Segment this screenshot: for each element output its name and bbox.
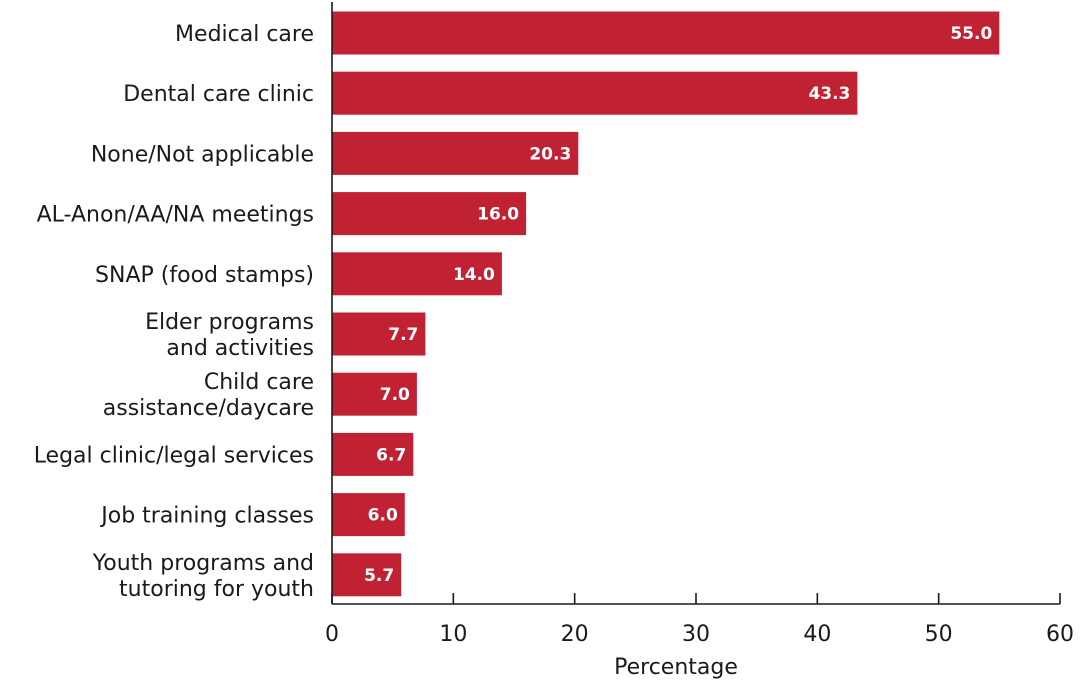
category-label-line: AL-Anon/AA/NA meetings bbox=[37, 203, 314, 228]
category-label-1: Dental care clinic bbox=[123, 82, 314, 107]
x-tick-label-5: 50 bbox=[925, 622, 953, 647]
category-label-line: Medical care bbox=[175, 22, 314, 47]
data-label-6: 7.0 bbox=[380, 385, 410, 405]
category-labels: Medical care Dental care clinic None/Not a… bbox=[34, 22, 314, 602]
data-label-2: 20.3 bbox=[529, 144, 571, 164]
category-label-line: and activities bbox=[166, 336, 314, 361]
category-label-line: Elder programs bbox=[145, 310, 314, 335]
category-label-line: Dental care clinic bbox=[123, 82, 314, 107]
bar-6 bbox=[332, 372, 417, 416]
data-label-4: 14.0 bbox=[453, 265, 495, 285]
data-label-5: 7.7 bbox=[388, 325, 418, 345]
x-tick-label-6: 60 bbox=[1046, 622, 1074, 647]
bar-1 bbox=[332, 71, 858, 115]
category-label-6: Child care assistance/daycare bbox=[103, 370, 314, 421]
category-label-3: AL-Anon/AA/NA meetings bbox=[37, 203, 314, 228]
category-label-line: None/Not applicable bbox=[91, 142, 314, 167]
data-label-7: 6.7 bbox=[376, 445, 406, 465]
category-label-4: SNAP (food stamps) bbox=[95, 263, 314, 288]
x-tick-label-3: 30 bbox=[682, 622, 710, 647]
x-axis-title: Percentage bbox=[614, 655, 738, 680]
category-label-7: Legal clinic/legal services bbox=[34, 443, 314, 468]
category-label-0: Medical care bbox=[175, 22, 314, 47]
category-label-line: Job training classes bbox=[99, 504, 314, 529]
category-label-line: Youth programs and bbox=[92, 551, 314, 576]
category-label-9: Youth programs and tutoring for youth bbox=[92, 551, 314, 602]
bars-layer: 55.0 43.3 20.3 16.0 14.0 7.7 7.0 6.7 6.0 5.7 bbox=[332, 11, 1000, 597]
bar-8 bbox=[332, 493, 405, 537]
bar-4 bbox=[332, 252, 502, 296]
category-label-line: tutoring for youth bbox=[119, 577, 314, 602]
category-label-line: Child care bbox=[204, 370, 314, 395]
bar-0 bbox=[332, 11, 1000, 55]
category-label-8: Job training classes bbox=[99, 504, 314, 529]
category-label-2: None/Not applicable bbox=[91, 142, 314, 167]
x-tick-label-4: 40 bbox=[803, 622, 831, 647]
data-label-8: 6.0 bbox=[368, 506, 398, 526]
x-tick-label-0: 0 bbox=[325, 622, 339, 647]
bar-5 bbox=[332, 312, 426, 356]
category-label-line: Legal clinic/legal services bbox=[34, 443, 314, 468]
data-label-3: 16.0 bbox=[477, 205, 519, 225]
category-label-5: Elder programs and activities bbox=[145, 310, 314, 361]
x-axis: 0 10 20 30 40 50 60 bbox=[325, 2, 1074, 647]
category-label-line: SNAP (food stamps) bbox=[95, 263, 314, 288]
data-label-1: 43.3 bbox=[808, 84, 850, 104]
bar-9 bbox=[332, 553, 402, 597]
category-label-line: assistance/daycare bbox=[103, 396, 314, 421]
x-tick-label-2: 20 bbox=[561, 622, 589, 647]
data-label-9: 5.7 bbox=[364, 566, 394, 586]
x-tick-label-1: 10 bbox=[439, 622, 467, 647]
data-label-0: 55.0 bbox=[950, 24, 992, 44]
bar-2 bbox=[332, 131, 579, 175]
bar-7 bbox=[332, 432, 414, 476]
bar-3 bbox=[332, 192, 527, 236]
